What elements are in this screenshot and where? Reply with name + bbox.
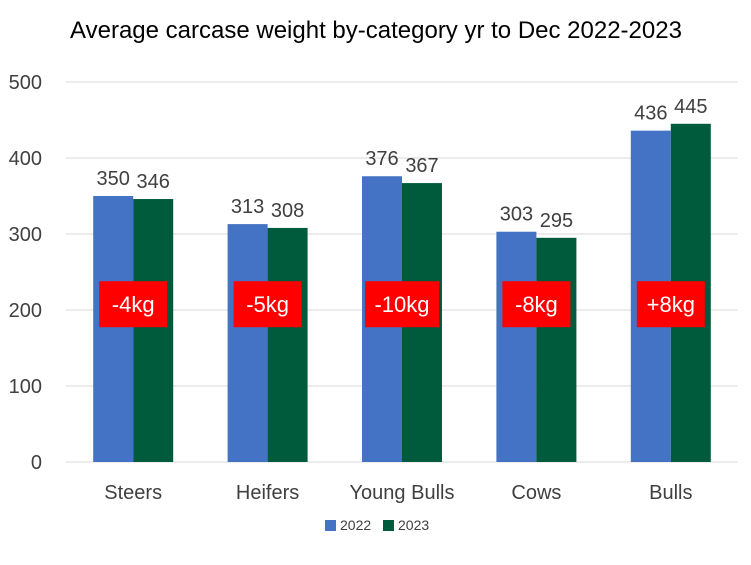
annotation-text: -4kg [112, 292, 155, 317]
annotation-text: +8kg [647, 292, 695, 317]
legend: 2022 2023 [325, 517, 429, 533]
y-tick-label: 400 [9, 148, 42, 170]
y-tick-label: 500 [9, 72, 42, 94]
annotation-badge: +8kg [636, 281, 705, 328]
bar-2023-steers [133, 199, 174, 463]
annotation-box [99, 281, 168, 328]
y-tick-label: 100 [9, 376, 42, 398]
data-label: 436 [634, 103, 667, 125]
data-label: 376 [365, 148, 398, 170]
annotation-badge: -4kg [99, 281, 168, 328]
y-axis-ticks: 0 100 200 300 400 500 [9, 72, 42, 474]
annotation-box [365, 281, 439, 328]
x-category-label: Heifers [236, 482, 299, 504]
annotation-text: -8kg [515, 292, 558, 317]
bar-2023-heifers [267, 227, 308, 462]
annotation-text: -5kg [246, 292, 289, 317]
annotation-box [502, 281, 571, 328]
annotation-badge: -8kg [502, 281, 571, 328]
bar-2022-heifers [227, 224, 268, 462]
legend-swatch-2023 [383, 520, 394, 531]
annotation-badge: -10kg [365, 281, 439, 328]
x-category-label: Steers [104, 482, 162, 504]
annotation-badge: -5kg [233, 281, 302, 328]
legend-label: 2023 [398, 517, 429, 533]
data-labels: 350 346 313 308 376 367 303 295 436 445 [97, 96, 708, 232]
data-label: 445 [674, 96, 707, 118]
data-label: 346 [137, 171, 170, 193]
data-label: 313 [231, 196, 264, 218]
annotation-box [233, 281, 302, 328]
legend-swatch-2022 [325, 520, 336, 531]
bar-2022-steers [93, 196, 134, 462]
x-category-label: Cows [511, 482, 561, 504]
y-tick-label: 200 [9, 300, 42, 322]
x-category-label: Bulls [649, 482, 692, 504]
bar-2022-cows [496, 231, 537, 462]
x-category-label: Young Bulls [350, 482, 455, 504]
y-tick-label: 300 [9, 224, 42, 246]
data-label: 295 [540, 210, 573, 232]
y-tick-label: 0 [31, 452, 42, 474]
data-label: 303 [500, 204, 533, 226]
data-label: 367 [405, 155, 438, 177]
annotation-text: -10kg [374, 292, 429, 317]
chart-title: Average carcase weight by-category yr to… [70, 17, 682, 44]
difference-annotations: -4kg -5kg -10kg -8kg +8kg [99, 281, 705, 328]
annotation-box [636, 281, 705, 328]
data-label: 350 [97, 168, 130, 190]
x-axis-categories: Steers Heifers Young Bulls Cows Bulls [104, 482, 692, 504]
bar-2023-cows [536, 237, 577, 462]
legend-label: 2022 [340, 517, 371, 533]
data-label: 308 [271, 200, 304, 222]
